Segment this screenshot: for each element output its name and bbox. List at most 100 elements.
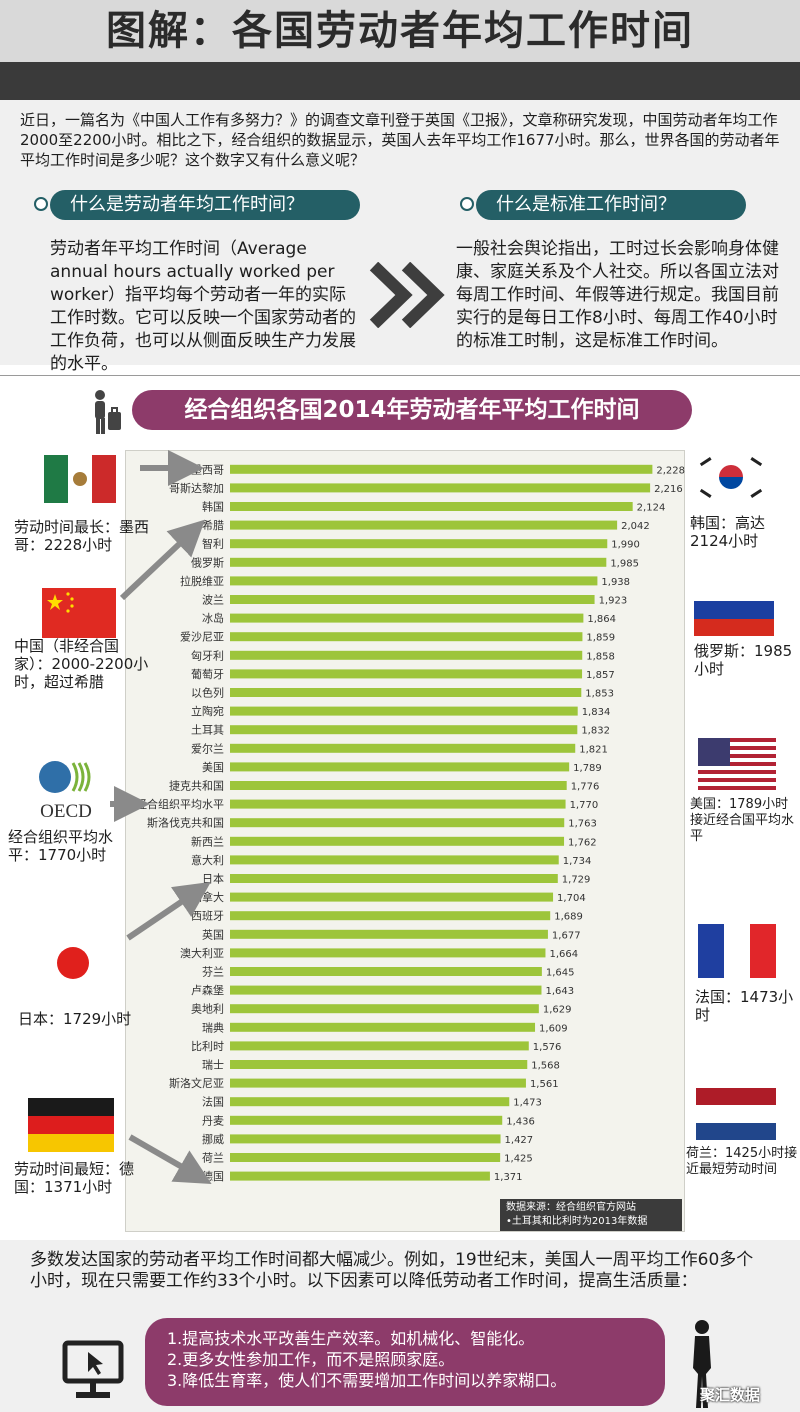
category-label: 比利时 — [191, 1040, 224, 1053]
source-line-2: •土耳其和比利时为2013年数据 — [506, 1216, 648, 1227]
value-label: 1,371 — [494, 1172, 523, 1183]
value-label: 1,643 — [545, 986, 574, 997]
category-label: 卢森堡 — [191, 983, 224, 997]
value-label: 1,734 — [563, 856, 592, 867]
value-label: 1,938 — [601, 577, 630, 588]
bar — [230, 650, 583, 660]
bar — [230, 688, 582, 697]
category-label: 土耳其 — [191, 724, 224, 737]
value-label: 1,629 — [543, 1005, 572, 1016]
category-label: 智利 — [202, 537, 224, 551]
bar — [230, 1171, 490, 1181]
bar — [230, 483, 651, 493]
category-label: 爱尔兰 — [191, 742, 224, 755]
bar — [230, 632, 583, 642]
label-oecd: 经合组织平均水平：1770小时 — [8, 828, 114, 864]
right-section-body: 一般社会舆论指出，工时过长会影响身体健康、家庭关系及个人社交。所以各国立法对每周… — [456, 239, 779, 351]
bar — [230, 1115, 503, 1125]
value-label: 2,216 — [654, 484, 683, 495]
value-label: 1,576 — [533, 1042, 562, 1053]
mexico-flag-icon — [44, 455, 116, 503]
value-label: 1,770 — [570, 800, 599, 811]
left-section-heading: 什么是劳动者年均工作时间？ — [50, 190, 360, 220]
bar — [230, 706, 578, 716]
bar — [230, 855, 559, 865]
netherlands-flag-icon — [696, 1088, 776, 1140]
value-label: 1,436 — [506, 1116, 535, 1127]
value-label: 1,858 — [586, 651, 615, 662]
traveler-icon — [95, 390, 121, 434]
bar — [230, 557, 607, 567]
intro-section — [0, 100, 800, 365]
category-label: 瑞士 — [202, 1058, 224, 1072]
category-label: 斯洛伐克共和国 — [147, 816, 224, 830]
value-label: 1,834 — [582, 707, 611, 718]
value-label: 1,689 — [554, 912, 583, 923]
right-section-heading: 什么是标准工作时间？ — [476, 190, 746, 220]
category-label: 拉脱维亚 — [180, 574, 224, 588]
label-china: 中国（非经合国家）：2000-2200小时，超过希腊 — [14, 637, 149, 691]
bar — [230, 1078, 526, 1088]
bullet-icon — [34, 197, 48, 211]
value-label: 1,664 — [549, 949, 578, 960]
category-label: 俄罗斯 — [191, 556, 224, 569]
value-label: 1,568 — [531, 1061, 560, 1072]
category-label: 葡萄牙 — [191, 668, 224, 681]
value-label: 1,762 — [568, 837, 597, 848]
double-chevron-right-icon — [369, 262, 445, 328]
label-germany: 劳动时间最短：德国：1371小时 — [14, 1160, 135, 1196]
bar — [230, 502, 633, 511]
bar — [230, 743, 576, 753]
category-label: 匈牙利 — [191, 648, 224, 662]
bar — [230, 1153, 501, 1162]
korea-flag-icon — [694, 452, 768, 502]
bar — [230, 1134, 501, 1144]
category-label: 芬兰 — [202, 966, 224, 979]
bar — [230, 520, 618, 530]
value-label: 1,857 — [586, 670, 615, 681]
title-underbar — [0, 62, 800, 100]
bar — [230, 1022, 536, 1032]
category-label: 英国 — [202, 927, 224, 941]
bar — [230, 929, 548, 939]
category-label: 斯洛文尼亚 — [169, 1076, 224, 1090]
bar — [230, 1060, 528, 1069]
bar — [230, 874, 558, 883]
oecd-logo-text: OECD — [40, 801, 92, 822]
value-label: 1,561 — [530, 1079, 559, 1090]
category-label: 波兰 — [202, 594, 224, 607]
label-france: 法国：1473小时 — [695, 988, 794, 1024]
bar — [230, 576, 598, 586]
bar — [230, 1004, 539, 1014]
value-label: 1,864 — [587, 614, 616, 625]
value-label: 1,677 — [552, 930, 581, 941]
category-label: 冰岛 — [202, 611, 224, 625]
value-label: 1,859 — [586, 633, 615, 644]
chart-header: 经合组织各国2014年劳动者年平均工作时间 — [132, 390, 692, 430]
label-russia: 俄罗斯：1985小时 — [694, 642, 793, 678]
value-label: 1,704 — [557, 893, 586, 904]
factor-item: 3.降低生育率，使人们不需要增加工作时间以养家糊口。 — [167, 1371, 567, 1390]
outro-paragraph: 多数发达国家的劳动者平均工作时间都大幅减少。例如，19世纪末，美国人一周平均工作… — [30, 1250, 754, 1291]
value-label: 1,473 — [513, 1098, 542, 1109]
category-label: 立陶宛 — [191, 704, 224, 718]
label-usa: 美国：1789小时接近经合国平均水平 — [690, 797, 795, 844]
bar — [230, 892, 554, 902]
bar — [230, 762, 570, 772]
monitor-cursor-icon — [62, 1340, 124, 1398]
factors-box: 1.提高技术水平改善生产效率。如机械化、智能化。 2.更多女性参加工作，而不是照… — [145, 1318, 665, 1406]
value-label: 1,821 — [579, 744, 608, 755]
value-label: 1,427 — [505, 1135, 534, 1146]
value-label: 1,425 — [504, 1154, 533, 1165]
category-label: 法国 — [202, 1095, 224, 1109]
category-label: 瑞典 — [202, 1020, 224, 1034]
japan-flag-icon — [34, 934, 112, 992]
label-japan: 日本：1729小时 — [18, 1010, 132, 1028]
value-label: 1,763 — [568, 819, 597, 830]
intro-paragraph: 近日，一篇名为《中国人工作有多努力？》的调查文章刊登于英国《卫报》，文章称研究发… — [20, 111, 780, 169]
category-label: 美国 — [202, 761, 224, 774]
value-label: 1,729 — [562, 875, 591, 886]
category-label: 挪威 — [202, 1132, 224, 1146]
bar — [230, 464, 653, 474]
bar — [230, 595, 595, 604]
